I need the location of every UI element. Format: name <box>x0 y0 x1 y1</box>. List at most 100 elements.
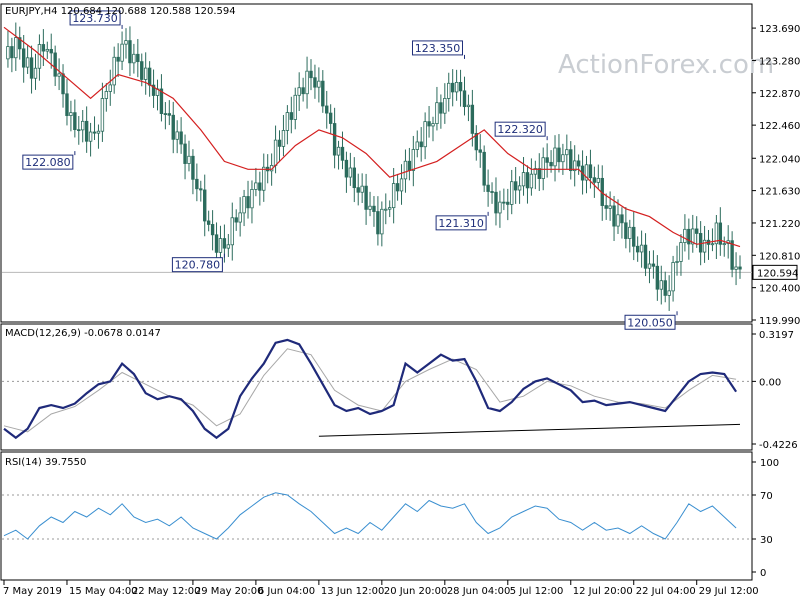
rsi-tick-label: 30 <box>760 535 773 546</box>
candle-body <box>84 120 89 142</box>
candle-body <box>360 185 364 193</box>
candle-body <box>695 228 699 234</box>
candle-body <box>163 113 168 115</box>
candle-body <box>561 154 565 163</box>
candle-body <box>61 73 65 95</box>
candle-body <box>41 44 46 52</box>
candle-body <box>395 183 400 192</box>
rsi-header: RSI(14) 39.7550 <box>5 457 86 468</box>
candle-body <box>128 40 132 64</box>
x-tick-label: 29 May 20:00 <box>195 586 264 597</box>
x-tick-label: 22 Jul 04:00 <box>636 586 696 597</box>
candle-body <box>171 114 175 140</box>
candle-body <box>10 46 14 59</box>
candle-body <box>612 205 616 227</box>
candle-body <box>415 141 419 150</box>
candle-body <box>203 189 207 222</box>
candle-body <box>545 157 549 163</box>
price-tick-label: 119.990 <box>759 316 800 327</box>
candle-body <box>140 61 144 80</box>
candle-body <box>104 91 109 99</box>
candle-body <box>344 159 349 178</box>
candle-body <box>289 112 294 120</box>
annotation-label: 122.320 <box>497 123 543 136</box>
candle-body <box>234 217 238 223</box>
candle-body <box>443 98 447 114</box>
last-price-label: 120.594 <box>757 268 798 279</box>
moving-average-line <box>3 26 741 248</box>
macd-trendline <box>318 423 741 437</box>
annotation-box <box>411 40 463 56</box>
candle-body <box>210 224 215 236</box>
candle-body <box>419 141 423 148</box>
candle-body <box>447 82 451 99</box>
candle-body <box>482 151 486 186</box>
candle-body <box>183 143 187 164</box>
macd-header: MACD(12,26,9) -0.0678 0.0147 <box>5 328 161 339</box>
candle-body <box>525 172 530 189</box>
annotation-box <box>624 314 676 330</box>
macd-signal-line <box>3 348 737 433</box>
macd-panel <box>0 323 753 451</box>
candle-body <box>557 147 561 163</box>
candle-body <box>136 53 140 63</box>
candle-body <box>246 196 250 209</box>
annotation-label: 121.310 <box>438 217 484 230</box>
candle-body <box>230 217 234 246</box>
candle-body <box>576 160 581 167</box>
candle-body <box>722 243 726 246</box>
candle-body <box>301 87 305 95</box>
annotation-box <box>69 10 121 26</box>
candle-body <box>643 244 648 269</box>
candle-body <box>718 222 723 245</box>
candle-body <box>714 222 719 245</box>
candle-body <box>730 240 734 270</box>
candle-body <box>427 121 431 127</box>
candle-body <box>120 43 124 62</box>
candle-body <box>332 123 337 156</box>
candle-body <box>624 222 628 239</box>
price-tick-label: 121.220 <box>759 219 800 230</box>
candle-body <box>474 132 478 151</box>
candle-body <box>584 164 589 181</box>
candle-body <box>285 112 290 131</box>
candle-body <box>242 196 246 214</box>
rsi-tick-label: 100 <box>760 458 779 469</box>
candle-body <box>403 160 408 180</box>
candle-body <box>478 149 482 153</box>
candle-body <box>112 56 116 86</box>
annotation-label: 123.730 <box>72 12 118 25</box>
last-price-badge <box>752 264 798 280</box>
axis-layer: 123.690 123.280 122.870 122.460 122.040 121.6… <box>3 24 800 597</box>
candle-body <box>679 242 683 262</box>
candle-body <box>297 87 301 96</box>
candle-body <box>69 112 73 116</box>
candle-body <box>49 48 53 54</box>
candle-body <box>450 82 455 93</box>
candle-body <box>179 131 183 145</box>
macd-line <box>3 338 738 440</box>
candle-body <box>143 67 148 80</box>
candle-body <box>510 181 514 205</box>
candle-body <box>639 244 644 253</box>
candle-body <box>384 208 388 211</box>
x-tick-label: 12 Jul 20:00 <box>573 586 633 597</box>
candle-body <box>553 147 557 167</box>
candle-body <box>655 265 660 290</box>
candle-body <box>167 113 172 116</box>
candle-body <box>549 161 553 167</box>
candle-body <box>37 44 42 69</box>
candle-body <box>698 233 703 253</box>
candle-body <box>108 84 112 92</box>
candle-body <box>53 52 57 77</box>
x-tick-label: 5 Jul 12:00 <box>510 586 564 597</box>
candle-body <box>521 172 526 187</box>
candle-body <box>124 40 128 45</box>
candle-body <box>238 212 242 223</box>
macd-layer <box>2 338 752 440</box>
candle-body <box>356 187 360 193</box>
x-tick-label: 15 May 04:00 <box>69 586 138 597</box>
candle-body <box>258 182 262 191</box>
candle-body <box>647 263 652 269</box>
watermark: ActionForex.com <box>558 50 774 80</box>
